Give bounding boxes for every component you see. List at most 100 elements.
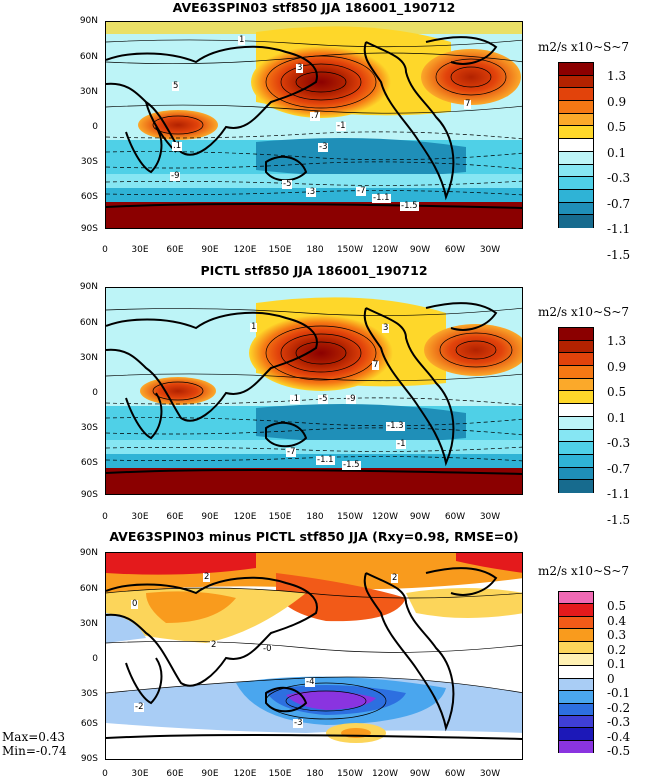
lon-label: 60W [444,245,466,255]
legend-swatch [559,691,593,704]
legend-tick: 0.2 [607,643,627,657]
lon-label: 90W [409,512,431,522]
lat-label: 0 [92,122,98,132]
legend-swatch [559,404,593,417]
lon-label: 150W [336,512,364,522]
legend-swatch [559,366,593,379]
legend-tick: -0.2 [607,701,631,715]
max-value: Max=0.43 [2,730,65,744]
legend-swatch [559,678,593,692]
legend-tick: -0.5 [607,744,631,758]
lon-label: 120W [371,512,399,522]
contour-label: -1.3 [386,421,405,431]
legend-swatch [559,378,593,392]
contour-label: .3 [306,187,317,197]
legend-swatch [559,353,593,367]
contour-label: 7 [464,99,472,109]
legend-tick: 1.3 [607,69,627,83]
legend-swatch [559,454,593,468]
lon-label: 150E [268,245,292,255]
legend-tick: 0.5 [607,599,627,613]
legend-swatch [559,641,593,654]
contour-label: -1.1 [316,455,335,465]
contour-label: 1 [238,35,246,45]
contour-label: 5 [172,81,180,91]
lon-label: 60W [444,512,466,522]
map-pictl [105,287,523,495]
legend-tick: -0.4 [607,730,631,744]
lat-label: 60N [79,584,98,594]
lat-label: 90S [80,490,98,500]
contour-label: 0 [131,599,139,609]
lat-label: 90N [79,282,98,292]
lon-label: 30W [479,512,501,522]
contour-label: 2 [210,640,218,650]
lon-label: 90E [201,245,219,255]
legend-tick: 0.9 [607,95,627,109]
map-ave63spin03 [105,21,523,229]
contour-label: -1 [336,121,347,131]
legend-tick: 0.5 [607,120,627,134]
lon-label: 30W [479,769,501,779]
legend-tick: -0.3 [607,715,631,729]
legend-tick: 1.3 [607,334,627,348]
lon-label: 150E [268,769,292,779]
legend-swatch [559,629,593,642]
contour-label: -9 [346,394,357,404]
lon-label: 0 [102,769,108,779]
lon-label: 60E [166,245,184,255]
lat-label: 0 [92,388,98,398]
lon-label: 120E [233,769,257,779]
legend-tick: -0.1 [607,686,631,700]
legend-swatch [559,328,593,341]
contour-label: -3 [318,142,329,152]
lat-label: 90N [79,548,98,558]
contour-label: .7 [310,111,321,121]
legend-swatch [559,101,593,114]
legend-swatch [559,480,593,493]
contour-label: -4 [305,677,316,687]
lon-label: 90E [201,512,219,522]
legend-tick: -0.7 [607,197,631,211]
lon-label: 90E [201,769,219,779]
lon-label: 0 [102,512,108,522]
contour-label: 7 [372,360,380,370]
lon-label: 30E [131,245,149,255]
legend-swatch [559,467,593,481]
lon-label: 120E [233,245,257,255]
legend-tick: 0.1 [607,657,627,671]
units-label: m2/s x10~S~7 [538,40,630,54]
legend-tick: -0.3 [607,171,631,185]
lat-label: 90S [80,754,98,764]
lat-label: 60S [80,192,98,202]
legend-swatch [559,429,593,443]
map-difference [105,552,523,760]
legend-swatch [559,75,593,89]
legend-swatch [559,703,593,716]
contour-label: 1 [250,322,258,332]
lat-label: 60S [80,719,98,729]
legend-swatch [559,715,593,729]
lon-label: 180 [306,512,324,522]
lon-label: 30W [479,245,501,255]
contour-label: -1.1 [372,193,391,203]
legend-swatch [559,592,593,605]
color-legend [558,62,594,228]
contour-label: -5 [318,394,329,404]
lat-label: 30N [79,353,98,363]
legend-tick: -1.5 [607,513,631,527]
legend-tick: 0.1 [607,146,627,160]
lon-label: 60E [166,512,184,522]
legend-swatch [559,63,593,76]
contour-label: -2 [134,702,145,712]
legend-swatch [559,340,593,354]
lon-label: 0 [102,245,108,255]
lat-label: 60N [79,52,98,62]
color-legend [558,591,594,754]
lon-label: 90W [409,245,431,255]
lat-label: 60S [80,458,98,468]
legend-swatch [559,113,593,127]
panel-title: PICTL stf850 JJA 186001_190712 [200,263,428,278]
contour-label: .1 [290,394,301,404]
lon-label: 30E [131,769,149,779]
